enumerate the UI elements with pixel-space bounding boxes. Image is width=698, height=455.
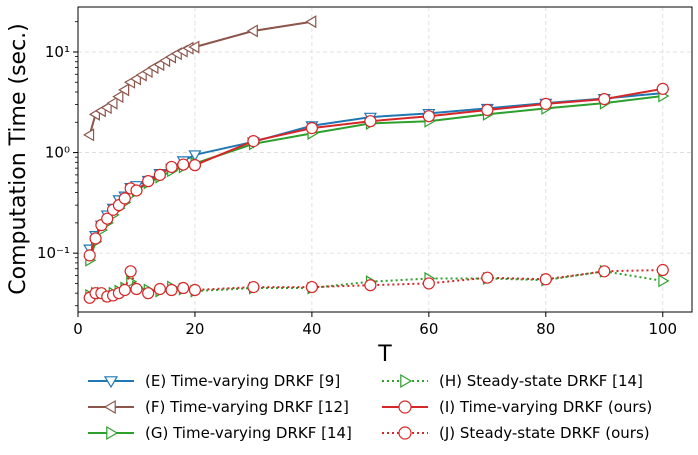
series-line	[89, 268, 663, 299]
data-point	[89, 232, 102, 245]
data-point	[422, 110, 435, 123]
legend-label: (F) Time-varying DRKF [12]	[145, 398, 349, 416]
data-point	[398, 400, 412, 414]
data-point	[118, 83, 130, 97]
data-point	[422, 277, 435, 290]
data-point	[188, 40, 200, 54]
data-point	[83, 249, 96, 262]
data-point	[364, 279, 377, 292]
legend-item: (G) Time-varying DRKF [14]	[88, 424, 352, 442]
legend: (E) Time-varying DRKF [9] (F) Time-varyin…	[88, 372, 652, 442]
data-point	[246, 24, 258, 38]
x-tick-label: 20	[185, 320, 204, 338]
legend-label: (I) Time-varying DRKF (ours)	[439, 398, 652, 416]
data-point	[188, 150, 202, 162]
data-point	[142, 287, 155, 300]
data-point	[130, 184, 143, 197]
y-tick-label: 10⁰	[45, 144, 70, 162]
axis-ticks: 0 20 40 60 80 100 10⁻¹ 10⁰ 10¹	[37, 21, 677, 338]
legend-item: (H) Steady-state DRKF [14]	[382, 372, 643, 390]
y-tick-label: 10¹	[45, 43, 70, 61]
axes-frame	[77, 6, 693, 313]
legend-item: (F) Time-varying DRKF [12]	[88, 398, 349, 416]
data-point	[364, 115, 377, 128]
data-point	[124, 265, 137, 278]
legend-item: (J) Steady-state DRKF (ours)	[382, 424, 650, 442]
data-point	[165, 160, 178, 174]
data-point	[598, 265, 611, 278]
data-point	[481, 103, 494, 117]
data-point	[100, 101, 112, 115]
data-point	[177, 158, 190, 171]
data-point	[142, 175, 155, 188]
x-tick-label: 40	[302, 320, 321, 338]
data-point	[656, 263, 669, 277]
data-point	[247, 280, 260, 294]
x-tick-label: 60	[419, 320, 438, 338]
data-point	[177, 281, 190, 295]
x-axis-label: T	[377, 342, 392, 367]
legend-label: (G) Time-varying DRKF [14]	[145, 424, 352, 442]
data-point	[153, 282, 166, 296]
x-tick-label: 100	[648, 320, 677, 338]
data-point	[305, 15, 317, 29]
data-point	[400, 373, 413, 389]
y-axis-label: Computation Time (sec.)	[6, 23, 31, 295]
series-f	[83, 15, 317, 142]
data-point	[598, 93, 611, 106]
data-point	[539, 273, 552, 286]
series-j	[83, 263, 669, 304]
data-point	[106, 96, 118, 110]
data-point	[656, 82, 669, 95]
data-point	[83, 128, 95, 142]
legend-label: (H) Steady-state DRKF [14]	[439, 372, 643, 390]
data-point	[658, 274, 670, 288]
x-tick-label: 0	[73, 320, 83, 338]
data-point	[305, 280, 319, 294]
x-tick-label: 80	[536, 320, 555, 338]
legend-item: (E) Time-varying DRKF [9]	[88, 372, 340, 390]
data-point	[539, 97, 552, 110]
legend-label: (E) Time-varying DRKF [9]	[145, 372, 340, 390]
data-point	[398, 426, 412, 440]
legend-item: (I) Time-varying DRKF (ours)	[382, 398, 652, 416]
data-point	[118, 283, 131, 297]
data-point	[165, 283, 178, 297]
data-point	[188, 159, 202, 172]
data-point	[118, 192, 131, 205]
y-tick-label: 10⁻¹	[37, 244, 70, 262]
data-point	[103, 376, 119, 389]
data-point	[153, 168, 166, 181]
data-point	[130, 282, 143, 296]
data-point	[247, 135, 260, 148]
series-i	[83, 82, 669, 262]
plot-area	[83, 15, 670, 304]
data-point	[101, 212, 114, 225]
data-point	[188, 283, 202, 297]
data-point	[103, 399, 116, 415]
data-point	[106, 425, 119, 441]
legend-label: (J) Steady-state DRKF (ours)	[439, 424, 650, 442]
data-point	[112, 90, 124, 104]
data-point	[481, 271, 494, 284]
data-point	[305, 122, 319, 135]
